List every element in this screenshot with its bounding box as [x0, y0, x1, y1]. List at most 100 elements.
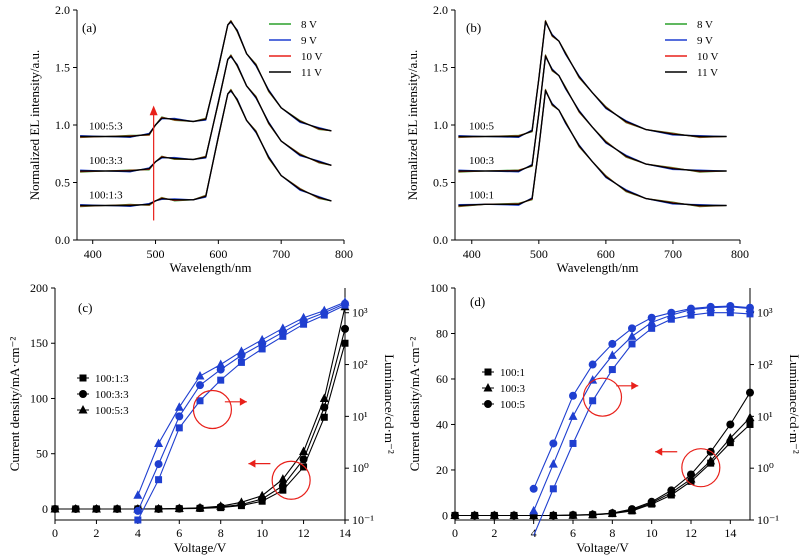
y-tick-label: 1.0	[433, 118, 448, 132]
point-marker	[529, 484, 538, 493]
legend-label: 9 V	[697, 35, 713, 47]
point-marker	[628, 505, 636, 514]
y-tick-label: 0.5	[433, 176, 448, 190]
point-marker	[549, 439, 558, 448]
panel-letter: (c)	[78, 300, 92, 315]
legend-label: 8 V	[301, 19, 317, 31]
point-marker	[628, 324, 636, 333]
point-marker	[628, 340, 636, 348]
point-marker	[549, 485, 557, 493]
point-marker	[257, 334, 267, 344]
curve-label: 100:3:3	[89, 155, 123, 167]
legend-label: 100:5:3	[95, 405, 129, 417]
point-marker	[746, 388, 754, 397]
curve-label: 100:5	[469, 121, 495, 133]
point-marker	[745, 412, 755, 422]
point-marker	[588, 510, 597, 519]
y-axis-label: Normalized EL intensity/a.u.	[405, 50, 420, 200]
panel-1: 400 500 600 700 800 0.0 0.5 1.0 1.5 2.0 Wavelength…	[405, 3, 749, 275]
highlight-circle	[681, 448, 721, 488]
point-marker	[746, 310, 754, 318]
point-marker	[588, 375, 598, 384]
series-line	[55, 343, 346, 510]
point-marker	[569, 391, 577, 400]
y-tick-label: 200	[30, 281, 48, 295]
y-tick-label: 0.0	[55, 233, 70, 247]
point-marker	[320, 413, 328, 421]
point-marker	[726, 439, 734, 447]
point-marker	[300, 463, 308, 471]
y2-tick-label: 10⁻¹	[757, 513, 779, 527]
point-marker	[484, 368, 492, 376]
x-tick-label: 0	[452, 526, 458, 540]
series-line	[458, 88, 727, 208]
point-marker	[490, 511, 499, 520]
x-tick-label: 700	[664, 247, 682, 261]
point-marker	[483, 383, 493, 392]
legend-label: 8 V	[697, 19, 713, 31]
curve-label: 100:1:3	[89, 190, 123, 202]
x-tick-label: 12	[298, 526, 310, 540]
x-tick-label: 800	[335, 247, 353, 261]
y-tick-label: 40	[436, 417, 448, 431]
point-marker	[319, 393, 329, 402]
y-tick-label: 1.5	[433, 61, 448, 75]
red-arrow-head	[655, 447, 663, 456]
point-marker	[236, 497, 246, 506]
point-marker	[71, 503, 81, 513]
point-marker	[340, 297, 350, 306]
point-marker	[687, 311, 695, 319]
point-marker	[510, 511, 518, 520]
panel-3: 0 2 4 6 8 10 12 14 0 20 40 60 80 100 10⁻¹ 10⁰ 10¹ 10² 10³ V…	[407, 281, 800, 555]
curve-label: 100:3	[469, 155, 495, 167]
point-marker	[279, 486, 287, 494]
legend-label: 11 V	[301, 67, 322, 79]
x-tick-label: 500	[147, 247, 165, 261]
point-marker	[299, 312, 309, 322]
point-marker	[154, 438, 164, 447]
point-marker	[299, 446, 309, 456]
x-tick-label: 600	[209, 247, 227, 261]
point-marker	[299, 455, 308, 464]
series-line	[458, 20, 727, 138]
x-tick-label: 800	[731, 247, 749, 261]
x-axis-label: Voltage/V	[576, 540, 629, 555]
point-marker	[78, 405, 88, 414]
curve-label: 100:1	[469, 190, 494, 202]
point-marker	[133, 506, 142, 515]
panel-0: 400 500 600 700 800 0.0 0.5 1.0 1.5 2.0 Wavelength…	[27, 3, 353, 275]
x-tick-label: 6	[176, 526, 182, 540]
point-marker	[548, 459, 558, 468]
point-marker	[237, 358, 245, 366]
red-arrow-head	[149, 105, 158, 116]
x-axis-label: Voltage/V	[174, 540, 227, 555]
series-line	[458, 89, 727, 207]
x-tick-label: 4	[531, 526, 537, 540]
point-marker	[608, 509, 617, 518]
x-tick-label: 0	[52, 526, 58, 540]
point-marker	[746, 420, 754, 428]
x-tick-label: 8	[609, 526, 615, 540]
x-axis-label: Wavelength/nm	[170, 260, 252, 275]
point-marker	[216, 359, 226, 369]
x-tick-label: 400	[84, 247, 102, 261]
y-tick-label: 100	[30, 391, 48, 405]
legend-label: 100:5	[500, 399, 526, 411]
x-tick-label: 600	[597, 247, 615, 261]
series-line	[533, 305, 751, 490]
y-tick-label: 1.5	[55, 61, 70, 75]
y-axis-label: Current density/mA·cm⁻²	[7, 337, 22, 472]
point-marker	[726, 301, 735, 310]
point-marker	[319, 305, 329, 315]
point-marker	[279, 332, 287, 340]
legend-label: 100:1	[500, 367, 525, 379]
y-tick-label: 100	[430, 281, 448, 295]
y-tick-label: 0.0	[433, 233, 448, 247]
point-marker	[175, 424, 183, 432]
point-marker	[726, 309, 734, 317]
highlight-circle	[192, 389, 233, 430]
x-tick-label: 400	[463, 247, 481, 261]
point-marker	[278, 474, 288, 483]
point-marker	[529, 505, 539, 515]
